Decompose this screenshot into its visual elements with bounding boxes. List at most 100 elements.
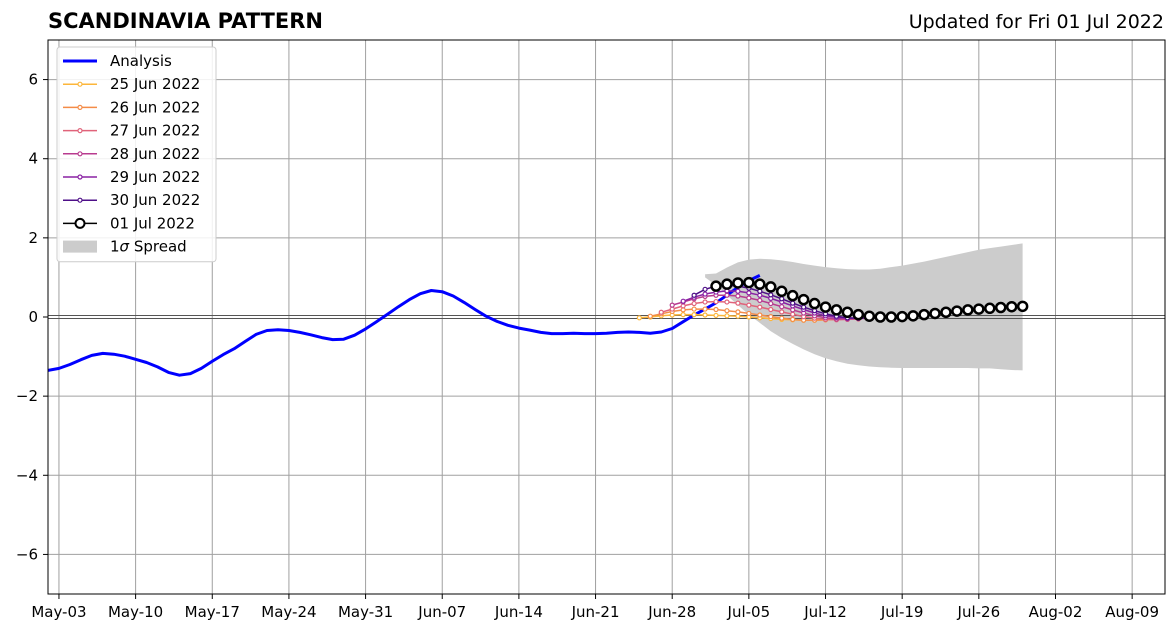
data-point bbox=[691, 312, 697, 318]
data-point bbox=[735, 300, 741, 306]
x-tick-label: Jul-19 bbox=[880, 603, 924, 621]
legend-item: 30 Jun 2022 bbox=[63, 191, 200, 209]
legend-marker bbox=[77, 197, 83, 203]
series-01-jul-2022 bbox=[710, 276, 1029, 323]
data-point bbox=[732, 277, 744, 289]
data-point bbox=[907, 310, 919, 322]
x-tick-label: Aug-02 bbox=[1029, 603, 1083, 621]
legend-label: 25 Jun 2022 bbox=[110, 75, 200, 93]
data-point bbox=[757, 312, 763, 318]
data-point bbox=[929, 307, 941, 320]
y-tick-label: 0 bbox=[28, 308, 38, 326]
data-point bbox=[779, 309, 785, 315]
data-point bbox=[790, 311, 796, 317]
legend-label: 29 Jun 2022 bbox=[110, 168, 200, 186]
x-tick-label: Aug-09 bbox=[1105, 603, 1159, 621]
data-point bbox=[779, 296, 785, 302]
y-tick-label: 2 bbox=[28, 229, 38, 247]
y-tick-label: −4 bbox=[16, 466, 38, 484]
legend-item: 27 Jun 2022 bbox=[63, 122, 200, 140]
data-point bbox=[746, 295, 752, 301]
data-point bbox=[724, 313, 730, 319]
data-point bbox=[863, 310, 876, 322]
data-point bbox=[765, 281, 777, 293]
data-point bbox=[896, 310, 908, 323]
x-tick-label: Jun-21 bbox=[571, 603, 620, 621]
legend-item: 26 Jun 2022 bbox=[63, 98, 200, 116]
data-point bbox=[1005, 300, 1018, 313]
data-point bbox=[918, 308, 930, 321]
x-tick-label: May-10 bbox=[108, 603, 163, 621]
spread-band-layer bbox=[705, 243, 1023, 371]
chart-title: SCANDINAVIA PATTERN bbox=[48, 9, 323, 33]
data-point bbox=[757, 304, 763, 310]
data-point bbox=[779, 304, 785, 310]
data-point bbox=[790, 300, 796, 306]
data-point bbox=[801, 304, 807, 310]
data-point bbox=[702, 312, 708, 318]
x-tick-label: Jul-05 bbox=[727, 603, 771, 621]
zero-line bbox=[48, 315, 1165, 319]
legend-marker bbox=[77, 104, 83, 111]
grid bbox=[48, 40, 1165, 594]
data-point bbox=[710, 280, 722, 292]
data-point bbox=[940, 306, 952, 319]
legend-marker bbox=[77, 128, 83, 134]
data-point bbox=[973, 303, 985, 315]
data-point bbox=[885, 311, 897, 323]
data-point bbox=[768, 292, 774, 298]
data-point bbox=[746, 302, 752, 308]
data-point bbox=[735, 309, 741, 315]
legend-marker bbox=[77, 151, 83, 157]
data-point bbox=[768, 314, 774, 320]
data-point bbox=[841, 306, 854, 319]
legend-label: 27 Jun 2022 bbox=[110, 122, 200, 140]
data-point bbox=[721, 278, 733, 290]
data-point bbox=[808, 297, 821, 310]
data-point bbox=[669, 302, 675, 308]
legend-label: 30 Jun 2022 bbox=[110, 191, 200, 209]
x-tick-label: May-24 bbox=[261, 603, 316, 621]
data-point bbox=[1016, 300, 1029, 313]
x-tick-label: Jun-14 bbox=[494, 603, 543, 621]
data-point bbox=[713, 312, 719, 319]
data-point bbox=[874, 311, 887, 323]
x-tick-label: May-31 bbox=[338, 603, 393, 621]
data-point bbox=[713, 298, 719, 305]
data-point bbox=[984, 302, 996, 315]
legend-label: 26 Jun 2022 bbox=[110, 98, 200, 116]
data-point bbox=[691, 292, 697, 298]
data-point bbox=[658, 309, 664, 315]
updated-date: Updated for Fri 01 Jul 2022 bbox=[908, 11, 1164, 33]
y-tick-label: 6 bbox=[28, 71, 38, 89]
legend-marker bbox=[77, 81, 83, 87]
data-point bbox=[852, 308, 865, 321]
x-tick-label: May-17 bbox=[185, 603, 240, 621]
legend-label-part: 1 bbox=[110, 238, 120, 256]
data-point bbox=[691, 306, 697, 312]
legend-label: 1σ Spread bbox=[110, 238, 187, 256]
series-line bbox=[48, 274, 761, 377]
data-point bbox=[994, 301, 1007, 314]
data-point bbox=[790, 316, 796, 322]
data-point bbox=[735, 313, 741, 319]
data-point bbox=[951, 305, 963, 317]
data-point bbox=[757, 297, 763, 303]
y-tick-label: −2 bbox=[16, 387, 38, 405]
data-point bbox=[702, 299, 708, 305]
data-point bbox=[647, 313, 653, 319]
data-point bbox=[702, 306, 708, 312]
data-point bbox=[819, 301, 832, 313]
data-point bbox=[691, 300, 697, 307]
data-point bbox=[713, 306, 719, 313]
series-analysis bbox=[48, 274, 761, 377]
data-point bbox=[724, 308, 730, 314]
legend-label-sigma: σ bbox=[120, 238, 130, 256]
legend-marker bbox=[77, 174, 83, 180]
data-point bbox=[743, 276, 755, 289]
legend-marker bbox=[74, 217, 86, 229]
x-tick-label: Jul-12 bbox=[803, 603, 847, 621]
data-point bbox=[746, 290, 752, 296]
y-tick-label: 4 bbox=[28, 150, 38, 168]
data-point bbox=[768, 300, 774, 307]
